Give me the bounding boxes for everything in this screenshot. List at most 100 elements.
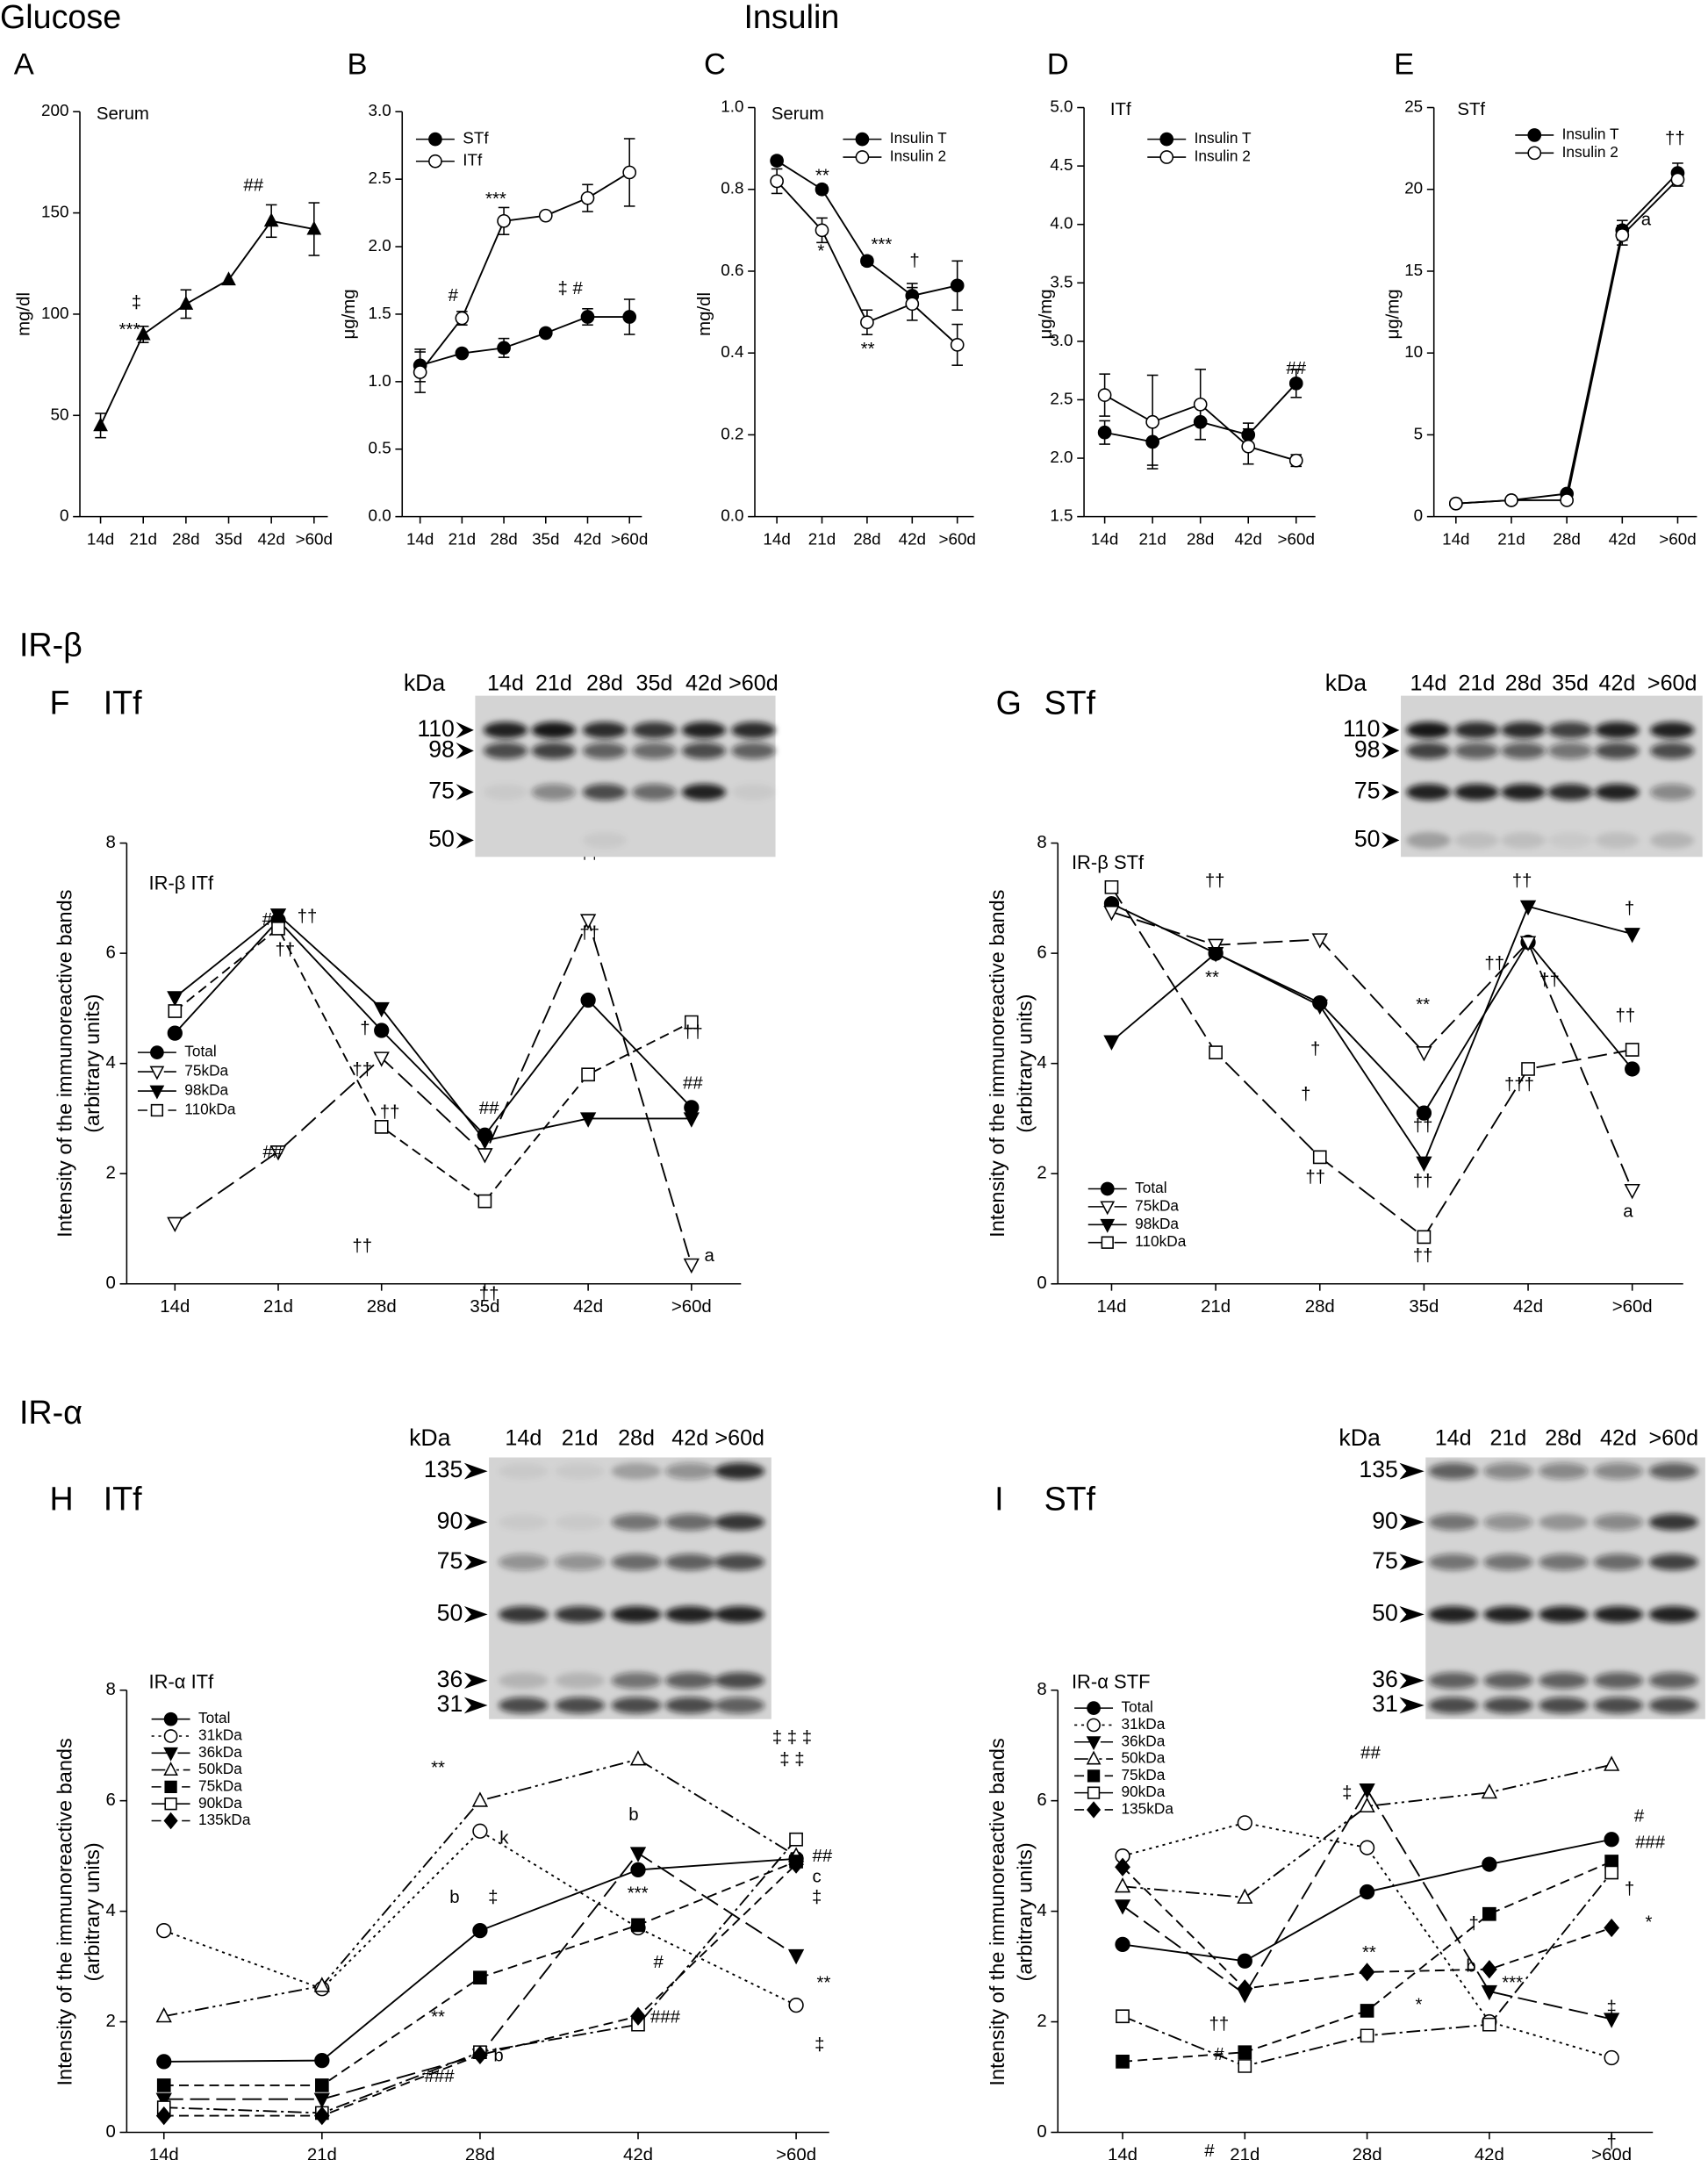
marker: [313, 2106, 330, 2126]
blot-marker-label: 75: [1372, 1547, 1398, 1574]
blot-marker-label: 36: [1372, 1666, 1398, 1692]
annotation: b: [628, 1805, 638, 1825]
blot-marker-label: 50: [1354, 825, 1381, 851]
marker: [622, 310, 637, 324]
panel-title: STf: [1044, 685, 1096, 721]
marker: [1097, 425, 1112, 440]
x-tick-label: 21d: [808, 529, 836, 548]
blot-marker-label: 36: [437, 1666, 463, 1692]
marker: [428, 154, 442, 169]
marker: [860, 254, 874, 269]
x-tick-label: 14d: [1442, 529, 1469, 548]
marker: [1359, 1797, 1375, 1813]
blot-band: [1595, 784, 1640, 800]
marker: [1114, 1899, 1131, 1915]
blot-band: [1547, 784, 1593, 800]
marker: [164, 1780, 177, 1794]
x-tick-label: 42d: [899, 529, 926, 548]
y-axis-label: (arbitrary units): [81, 994, 104, 1133]
x-tick-label: 21d: [263, 1297, 293, 1317]
legend-label: 98kDa: [1135, 1215, 1179, 1232]
blot-band: [611, 1554, 662, 1571]
marker: [455, 311, 470, 326]
panel-letter: B: [347, 48, 367, 82]
y-tick-label: 2: [1037, 2012, 1046, 2031]
y-tick-label: 5.0: [1050, 97, 1073, 116]
legend-label: 90kDa: [1121, 1783, 1165, 1800]
blot-band: [1483, 1697, 1533, 1714]
x-tick-label: >60d: [1591, 2146, 1632, 2160]
blot-band: [1593, 1554, 1644, 1571]
blot-band: [1406, 832, 1451, 849]
blot-arrow: [456, 743, 474, 759]
marker: [622, 165, 637, 180]
x-tick-label: >60d: [611, 529, 648, 548]
marker: [1604, 1918, 1620, 1938]
x-tick-label: 28d: [1187, 529, 1214, 548]
panel-label: IR-α STF: [1072, 1671, 1151, 1693]
blot-unit: kDa: [1325, 670, 1367, 696]
legend-label: 110kDa: [1135, 1232, 1187, 1250]
y-tick-label: 8: [1037, 833, 1046, 852]
blot-lane-label: 35d: [1552, 671, 1589, 696]
blot-marker-label: 50: [1372, 1599, 1398, 1625]
annotation: ††: [1209, 2014, 1230, 2034]
annotation: *: [1415, 1995, 1422, 2014]
blot-band: [664, 1672, 715, 1690]
blot-band: [1648, 1697, 1698, 1714]
blot-band: [555, 1554, 606, 1571]
annotation: **: [431, 1759, 445, 1778]
marker: [1115, 1857, 1130, 1877]
blot-band: [555, 1513, 606, 1531]
blot-band: [483, 721, 528, 739]
marker: [1115, 1936, 1130, 1953]
marker: [1241, 439, 1256, 454]
marker: [1482, 1856, 1497, 1872]
annotation: ‡: [812, 1888, 822, 1907]
panel-title: ITf: [104, 1481, 142, 1518]
blot-arrow: [463, 1462, 488, 1480]
blot-band: [1648, 1513, 1698, 1531]
marker: [1159, 150, 1174, 164]
marker: [149, 1066, 165, 1080]
blot-lane-label: 42d: [685, 671, 722, 696]
marker: [163, 1747, 178, 1762]
y-tick-label: 0.4: [721, 342, 743, 361]
blot-band: [1648, 1462, 1698, 1480]
marker: [428, 132, 442, 147]
series-line: [163, 1863, 797, 2117]
marker: [1504, 493, 1518, 507]
y-tick-label: 2.0: [1050, 448, 1073, 466]
x-tick-label: 28d: [1353, 2146, 1382, 2160]
y-tick-label: 25: [1404, 97, 1423, 116]
blot-band: [632, 743, 677, 759]
blot-bands: [483, 721, 776, 849]
annotation: ###: [1635, 1833, 1666, 1852]
marker: [314, 2078, 329, 2092]
annotation: ‡: [1606, 1999, 1616, 2018]
y-tick-label: 20: [1404, 179, 1423, 197]
blot-band: [714, 1513, 765, 1531]
blot-band: [731, 721, 776, 739]
series-line: [1122, 1821, 1612, 2059]
x-tick-label: 21d: [1201, 1297, 1231, 1317]
blot-lane-label: 21d: [1458, 671, 1495, 696]
annotation: †: [1625, 899, 1634, 918]
blot-lane-label: 21d: [535, 671, 572, 696]
y-tick-label: 6: [1037, 1790, 1046, 1810]
blot-band: [664, 1462, 715, 1480]
x-tick-label: 35d: [470, 1297, 499, 1317]
annotation: ***: [1502, 1973, 1523, 1992]
marker: [1288, 376, 1303, 391]
annotation: †: [1606, 2133, 1616, 2152]
blot-band: [483, 784, 528, 800]
blot-band: [1539, 1513, 1589, 1531]
marker: [150, 1103, 164, 1117]
annotation: ††: [1413, 1246, 1433, 1266]
annotation: ##: [479, 1099, 499, 1118]
blot-band: [499, 1605, 549, 1623]
marker: [789, 1832, 803, 1847]
marker: [1560, 493, 1574, 507]
